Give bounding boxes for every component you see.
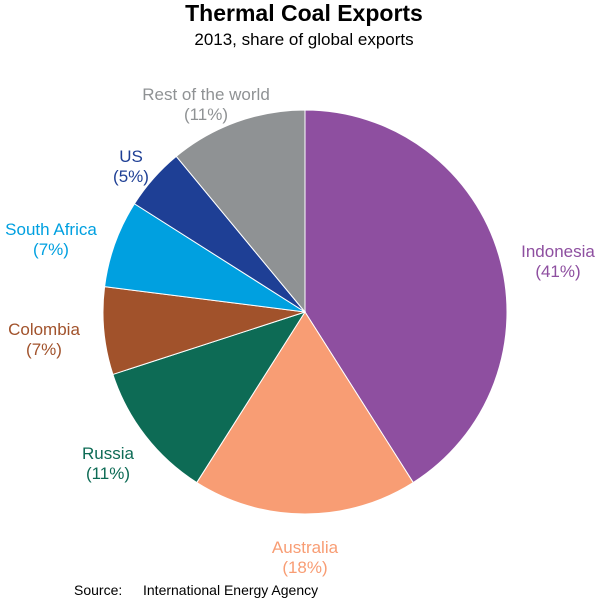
pie-slice-russia <box>112 311 307 484</box>
pie-slice-indonesia <box>304 109 508 484</box>
slice-value-indonesia: (41%) <box>535 262 580 281</box>
slice-label-us: US <box>119 147 143 166</box>
slice-value-us: (5%) <box>113 167 149 186</box>
pie-slice-rest-of-the-world <box>175 109 306 314</box>
slice-label-south-africa: South Africa <box>5 220 97 239</box>
pie-slices <box>102 109 508 515</box>
slice-value-colombia: (7%) <box>26 340 62 359</box>
slice-value-russia: (11%) <box>86 464 130 483</box>
pie-slice-australia <box>196 311 414 515</box>
slice-label-rest-of-the-world: Rest of the world <box>142 85 270 104</box>
slice-value-australia: (18%) <box>282 558 327 577</box>
slice-label-colombia: Colombia <box>8 320 80 339</box>
slice-label-russia: Russia <box>82 444 135 463</box>
slice-value-rest-of-the-world: (11%) <box>184 105 228 124</box>
chart-subtitle: 2013, share of global exports <box>194 30 413 49</box>
pie-labels: Indonesia(41%)Australia(18%)Russia(11%)C… <box>5 85 595 577</box>
slice-value-south-africa: (7%) <box>33 240 69 259</box>
source-text: International Energy Agency <box>143 582 318 598</box>
slice-label-indonesia: Indonesia <box>521 242 595 261</box>
chart-title: Thermal Coal Exports <box>185 0 423 26</box>
source-prefix: Source: <box>74 582 122 598</box>
slice-label-australia: Australia <box>272 538 339 557</box>
